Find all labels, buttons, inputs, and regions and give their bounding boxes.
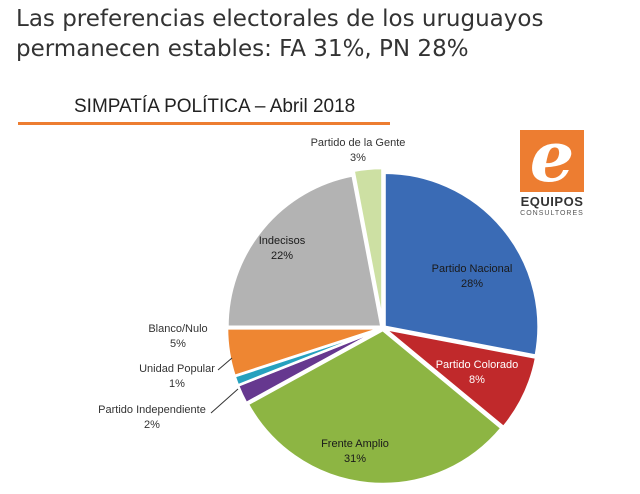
pie-slice [352, 166, 384, 323]
pie-slice [225, 327, 382, 378]
slice-name-label: Partido Colorado [436, 359, 519, 371]
title-underline [18, 122, 390, 125]
logo-mark-letter: e [529, 115, 575, 198]
slice-name-label: Unidad Popular [139, 363, 215, 375]
logo-sub: CONSULTORES [520, 210, 584, 217]
pie-slice [226, 173, 383, 328]
slice-value-label: 31% [344, 453, 366, 465]
equipos-logo: e EQUIPOS CONSULTORES [516, 115, 588, 220]
pie-slice [383, 171, 540, 358]
slice-name-label: Blanco/Nulo [148, 323, 207, 335]
pie-slice [384, 327, 538, 429]
slice-name-label: Partido Nacional [432, 263, 513, 275]
slice-name-label: Indecisos [259, 235, 306, 247]
logo-word: EQUIPOS [520, 194, 584, 209]
slice-value-label: 1% [169, 378, 185, 390]
logo-e-icon: e [520, 115, 584, 198]
slice-value-label: 28% [461, 278, 483, 290]
slice-value-label: 2% [144, 419, 160, 431]
slice-name-label: Partido Independiente [98, 404, 206, 416]
slice-value-label: 22% [271, 250, 293, 262]
slice-name-label: Partido de la Gente [311, 137, 406, 149]
slice-value-label: 3% [350, 152, 366, 164]
leader-line [217, 357, 233, 371]
slice-value-label: 5% [170, 338, 186, 350]
pie-slice [246, 328, 504, 486]
slice-value-label: 8% [469, 374, 485, 386]
headline: Las preferencias electorales de los urug… [16, 4, 616, 64]
slice-name-label: Frente Amplio [321, 438, 389, 450]
chart-title: SIMPATÍA POLÍTICA – Abril 2018 [74, 96, 356, 117]
headline-line-1: Las preferencias electorales de los urug… [16, 6, 544, 32]
leader-line [210, 388, 239, 414]
headline-line-2: permanecen estables: FA 31%, PN 28% [16, 36, 469, 62]
